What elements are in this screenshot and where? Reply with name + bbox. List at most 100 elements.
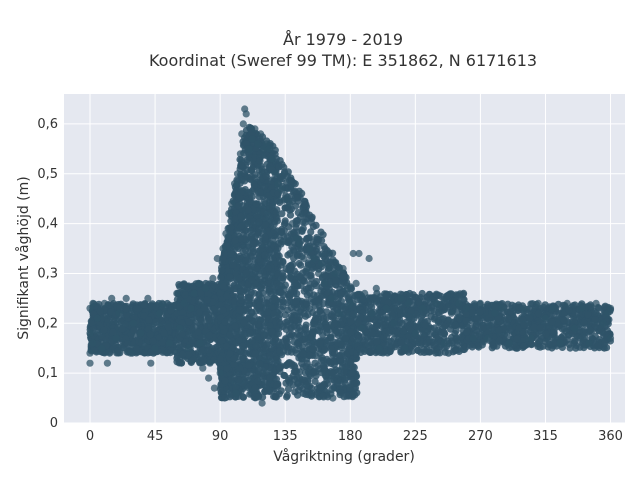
data-point-3779: [276, 298, 284, 306]
data-point-2628: [264, 264, 273, 272]
data-point-2699: [270, 226, 278, 234]
data-point-1186: [205, 331, 213, 340]
data-point-3653: [342, 380, 350, 388]
data-point-1178: [204, 346, 212, 354]
data-point-2232: [247, 227, 255, 235]
data-point-2767: [230, 354, 238, 363]
data-point-3702: [315, 327, 324, 335]
data-point-3571: [276, 227, 284, 235]
data-point-3735: [287, 325, 295, 333]
data-point-2787: [261, 251, 269, 259]
data-point-4429: [426, 348, 434, 356]
data-point-4374: [356, 345, 364, 353]
data-point-3657: [307, 218, 315, 226]
data-point-3737: [353, 379, 361, 387]
data-point-2785: [227, 375, 235, 383]
data-point-2790: [237, 161, 245, 169]
data-point-3523: [284, 385, 292, 393]
data-point-3794: [312, 314, 320, 322]
data-point-2587: [217, 273, 225, 281]
data-point-1175: [179, 350, 187, 358]
data-point-3769: [276, 281, 284, 289]
data-point-3738: [323, 324, 331, 332]
data-point-4430: [443, 292, 451, 300]
data-point-3687: [331, 329, 339, 337]
data-point-2770: [246, 329, 254, 337]
data-point-3676: [291, 388, 299, 396]
data-points: [86, 105, 615, 407]
data-point-577: [122, 311, 131, 319]
data-point-2710: [263, 341, 271, 349]
data-point-2679: [266, 352, 274, 360]
data-point-2660: [248, 165, 256, 173]
data-point-696: [145, 316, 153, 324]
data-point-3765: [293, 374, 301, 382]
data-point-3696: [334, 367, 343, 375]
data-point-2664: [257, 284, 265, 292]
data-point-3663: [292, 297, 300, 305]
data-point-2708: [226, 331, 234, 339]
data-point-3692: [307, 274, 315, 282]
data-point-2781: [219, 306, 227, 314]
data-point-3422: [280, 347, 288, 355]
data-point-3767: [293, 340, 301, 348]
data-point-2791: [219, 282, 227, 290]
data-point-2568: [264, 308, 272, 316]
data-point-1191: [188, 336, 196, 344]
data-point-3506: [278, 210, 286, 218]
data-point-2783: [254, 377, 262, 385]
data-point-1118: [185, 318, 193, 326]
data-point-668: [140, 301, 148, 309]
data-point-2567: [245, 188, 253, 197]
data-point-2738: [248, 253, 256, 261]
data-point-574: [133, 345, 141, 353]
data-point-2778: [227, 250, 235, 258]
data-point-3773: [297, 306, 305, 314]
data-point-3763: [290, 279, 299, 287]
data-point-3764: [347, 328, 355, 336]
data-point-2701: [255, 367, 263, 375]
data-point-622: [158, 338, 166, 346]
data-point-1179: [210, 282, 218, 290]
data-point-2743: [247, 233, 255, 241]
data-point-4443: [382, 292, 390, 300]
data-point-2554: [250, 181, 258, 189]
data-point-2704: [260, 198, 268, 206]
data-point-3681: [304, 368, 312, 376]
data-point-2772: [248, 262, 257, 270]
data-point-3608: [274, 270, 282, 278]
data-point-4406: [407, 307, 415, 315]
data-point-695: [152, 318, 160, 326]
data-point-3035: [283, 391, 291, 399]
data-point-3761: [296, 272, 304, 280]
data-point-4396: [354, 290, 362, 298]
data-point-2797: [268, 328, 276, 336]
data-point-4945: [484, 300, 492, 308]
data-point-2474: [259, 208, 268, 216]
data-point-688: [160, 329, 168, 337]
data-point-3691: [275, 239, 283, 247]
data-point-2579: [234, 202, 243, 210]
data-point-431: [112, 341, 120, 349]
data-point-4419: [360, 337, 368, 345]
data-point-2709: [256, 157, 264, 165]
data-point-3712: [309, 345, 317, 353]
data-point-4407: [451, 321, 459, 329]
data-point-3630: [319, 392, 327, 400]
data-point-2398: [257, 294, 266, 302]
data-point-3704: [336, 389, 345, 397]
data-point-697: [130, 326, 138, 334]
data-point-1181: [197, 353, 205, 361]
data-point-3369: [329, 249, 337, 257]
data-point-4273: [414, 346, 422, 354]
data-point-2697: [222, 342, 231, 350]
data-point-3444: [304, 234, 313, 242]
data-point-3607: [326, 358, 334, 366]
data-point-3593: [328, 369, 336, 377]
data-point-3782: [281, 219, 289, 227]
data-point-2753: [256, 301, 264, 309]
data-point-2698: [221, 394, 229, 402]
data-point-3588: [303, 300, 311, 308]
data-point-2799: [221, 377, 229, 385]
data-point-1193: [194, 328, 202, 336]
